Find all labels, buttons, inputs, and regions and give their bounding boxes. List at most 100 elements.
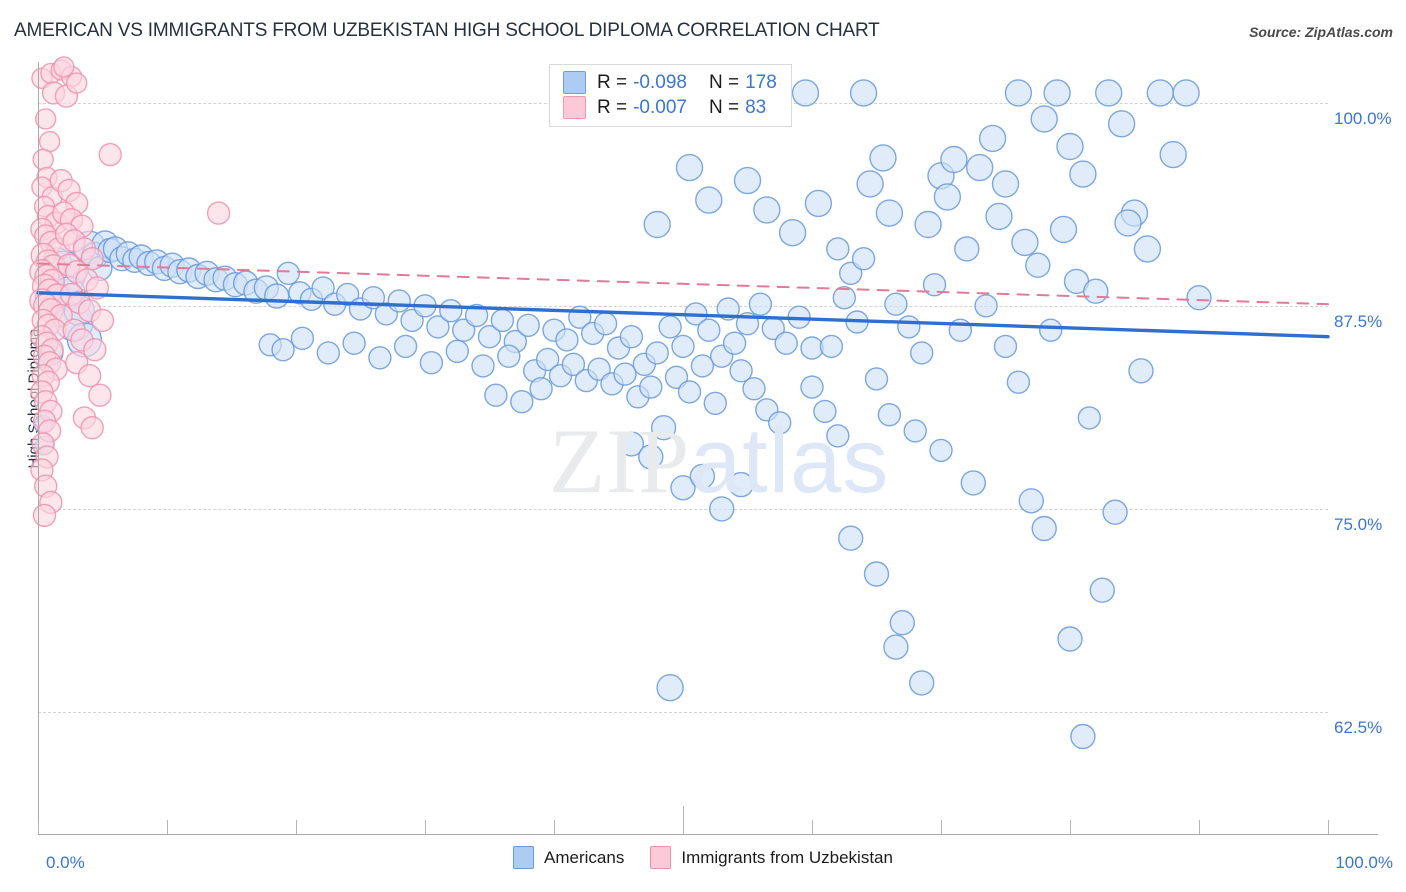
x-axis-tick bbox=[1199, 820, 1200, 834]
scatter-point bbox=[813, 399, 837, 424]
scatter-point bbox=[851, 246, 876, 271]
scatter-point bbox=[940, 145, 968, 174]
scatter-point bbox=[675, 153, 704, 182]
scatter-point bbox=[1056, 132, 1084, 161]
y-axis-tick-label: 100.0% bbox=[1334, 108, 1392, 128]
scatter-point bbox=[393, 334, 418, 359]
legend-label-immigrants: Immigrants from Uzbekistan bbox=[681, 847, 893, 867]
scatter-point bbox=[66, 72, 88, 94]
x-axis-tick bbox=[425, 820, 426, 834]
scatter-point bbox=[1128, 358, 1154, 384]
scatter-point bbox=[826, 237, 850, 261]
scatter-point bbox=[993, 334, 1018, 359]
scatter-point bbox=[555, 328, 579, 352]
scatter-point bbox=[1011, 228, 1039, 257]
scatter-point bbox=[1004, 79, 1033, 107]
scatter-point bbox=[733, 166, 762, 195]
scatter-point bbox=[960, 470, 986, 496]
scatter-point bbox=[613, 362, 637, 386]
scatter-point bbox=[1102, 499, 1128, 525]
x-axis-tick bbox=[167, 820, 168, 834]
scatter-point bbox=[1094, 79, 1123, 107]
legend-item-americans[interactable]: Americans bbox=[513, 846, 624, 869]
scatter-point bbox=[729, 359, 753, 383]
scatter-point bbox=[978, 124, 1007, 153]
scatter-point bbox=[819, 334, 844, 359]
scatter-point bbox=[753, 196, 781, 224]
scatter-point bbox=[728, 471, 754, 498]
scatter-point bbox=[276, 261, 301, 286]
scatter-point bbox=[670, 475, 696, 501]
scatter-point bbox=[722, 331, 747, 355]
scatter-point bbox=[1159, 140, 1187, 169]
scatter-point bbox=[875, 199, 904, 227]
grid-line bbox=[38, 508, 1328, 510]
legend-swatch-americans-icon bbox=[513, 846, 535, 869]
stats-n-value-pink: 83 bbox=[745, 96, 767, 118]
scatter-point bbox=[909, 670, 935, 696]
y-axis-tick-label: 75.0% bbox=[1334, 514, 1383, 534]
scatter-point bbox=[271, 338, 295, 362]
scatter-point bbox=[1107, 110, 1136, 138]
scatter-point bbox=[311, 276, 335, 300]
x-axis-tick bbox=[1328, 820, 1329, 834]
scatter-point bbox=[910, 341, 934, 365]
scatter-point bbox=[88, 383, 112, 407]
x-axis-label-min: 0.0% bbox=[46, 853, 85, 872]
scatter-point bbox=[83, 338, 107, 362]
scatter-point bbox=[689, 463, 716, 490]
legend-item-immigrants[interactable]: Immigrants from Uzbekistan bbox=[650, 846, 893, 869]
scatter-point bbox=[206, 201, 231, 225]
stats-n-key-blue: N = bbox=[708, 71, 740, 93]
scatter-point bbox=[856, 170, 884, 198]
legend-label-americans: Americans bbox=[544, 847, 625, 867]
x-axis-tick bbox=[38, 820, 39, 834]
scatter-point bbox=[400, 308, 424, 333]
y-axis-line bbox=[38, 62, 39, 834]
series-legend: Americans Immigrants from Uzbekistan bbox=[0, 846, 1406, 869]
scatter-point bbox=[419, 351, 444, 375]
scatter-point bbox=[1006, 370, 1031, 394]
scatter-point bbox=[34, 108, 57, 130]
x-axis-tick bbox=[554, 820, 555, 834]
scatter-point bbox=[877, 403, 902, 427]
scatter-point bbox=[1049, 215, 1078, 244]
scatter-point bbox=[778, 218, 807, 247]
scatter-point bbox=[1172, 79, 1200, 107]
stats-swatch-pink-icon bbox=[563, 96, 586, 119]
scatter-point bbox=[839, 261, 863, 286]
scatter-point bbox=[914, 210, 942, 239]
scatter-point bbox=[883, 634, 909, 660]
scatter-point bbox=[1018, 488, 1044, 514]
scatter-point bbox=[768, 411, 792, 435]
scatter-point bbox=[690, 354, 715, 378]
scatter-point bbox=[933, 183, 962, 211]
stats-r-value-pink: -0.007 bbox=[633, 96, 687, 118]
x-axis-tick bbox=[683, 806, 684, 834]
x-axis-tick bbox=[1070, 820, 1071, 834]
scatter-point bbox=[426, 315, 450, 339]
scatter-point bbox=[90, 308, 115, 333]
scatter-point bbox=[991, 170, 1020, 198]
y-axis-tick-label: 87.5% bbox=[1334, 311, 1383, 331]
scatter-point bbox=[863, 561, 890, 587]
scatter-point bbox=[804, 189, 833, 218]
scatter-point bbox=[774, 331, 798, 355]
scatter-point bbox=[452, 318, 476, 342]
scatter-point bbox=[445, 339, 469, 363]
scatter-point bbox=[709, 496, 735, 522]
scatter-point bbox=[1039, 318, 1063, 342]
y-axis-tick-label: 62.5% bbox=[1334, 718, 1383, 738]
scatter-point bbox=[929, 438, 953, 463]
scatter-point bbox=[838, 525, 864, 551]
scatter-point bbox=[1025, 252, 1051, 278]
scatter-point bbox=[748, 292, 773, 316]
scatter-point bbox=[1114, 209, 1142, 237]
scatter-point bbox=[650, 415, 677, 441]
stats-row-americans: R = -0.098 N = 178 bbox=[563, 71, 777, 94]
legend-swatch-immigrants-icon bbox=[650, 846, 672, 869]
scatter-point bbox=[497, 344, 521, 368]
x-axis-tick bbox=[812, 820, 813, 834]
scatter-point bbox=[561, 352, 586, 376]
scatter-point bbox=[1043, 79, 1071, 107]
